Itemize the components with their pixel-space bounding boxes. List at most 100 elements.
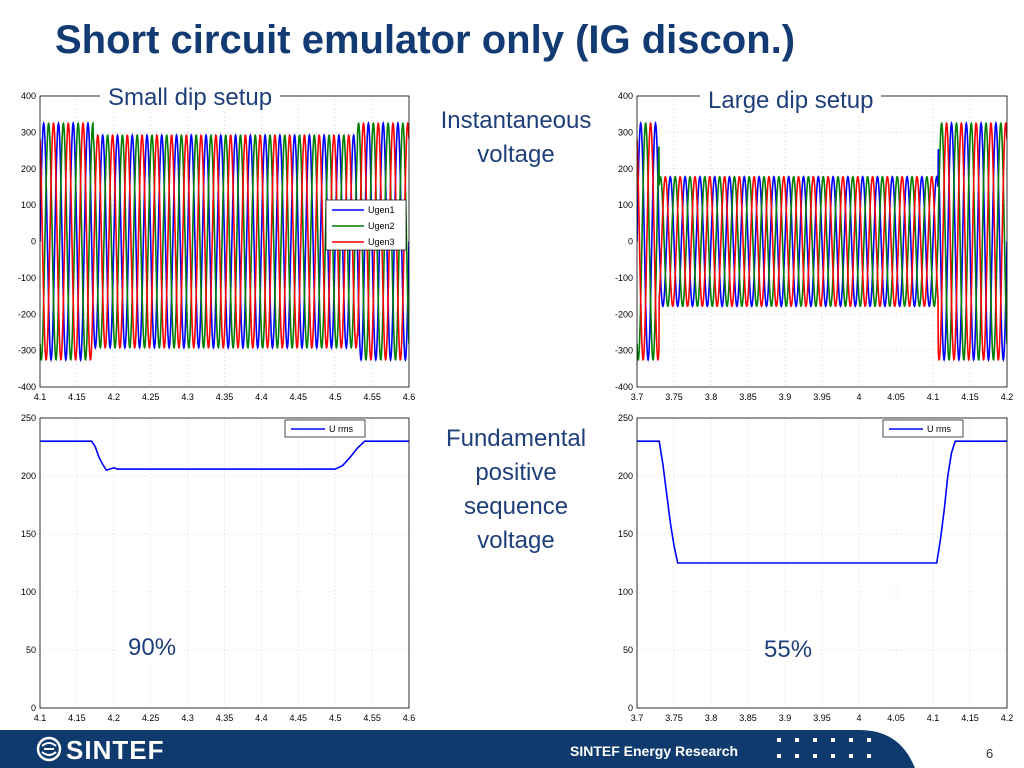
x-tick-label: 4.1 <box>34 713 47 723</box>
fundamental-voltage-label: Fundamental positive sequence voltage <box>418 422 614 558</box>
sintef-logo-icon <box>36 736 62 762</box>
y-tick-label: -100 <box>615 273 633 283</box>
x-tick-label: 4.05 <box>887 713 905 723</box>
slide-title: Short circuit emulator only (IG discon.) <box>55 18 796 62</box>
x-tick-label: 4.25 <box>142 713 160 723</box>
series-Ugen1 <box>637 120 1007 363</box>
y-tick-label: -400 <box>18 382 36 392</box>
y-tick-label: -200 <box>18 309 36 319</box>
legend-label: U rms <box>329 424 353 434</box>
chart-inst-small: 4.1 4.15 4.2 4.25 4.3 4.35 4.4 4.45 4.5 4.55 4.6 40… <box>18 91 415 402</box>
x-tick-label: 4.5 <box>329 713 342 723</box>
footer-dot <box>813 738 817 742</box>
x-tick-label: 3.9 <box>779 392 792 402</box>
y-tick-label: 300 <box>21 127 36 137</box>
chart-rms-large: 3.7 3.75 3.8 3.85 3.9 3.95 4 4.05 4.1 4.15 4.2 250 2… <box>618 413 1013 723</box>
y-tick-label: -200 <box>615 309 633 319</box>
x-tick-label: 4.45 <box>290 713 308 723</box>
legend-label: U rms <box>927 424 951 434</box>
y-tick-label: 200 <box>21 471 36 481</box>
axes-box <box>636 417 1008 709</box>
x-tick-label: 4.5 <box>329 392 342 402</box>
series-Ugen1 <box>40 120 409 363</box>
chart-inst-large: 3.7 3.75 3.8 3.85 3.9 3.95 4 4.05 4.1 4.15 4.2 400 3… <box>615 91 1013 402</box>
footer-dot <box>777 738 781 742</box>
y-tick-label: 100 <box>618 200 633 210</box>
series-group <box>637 440 1007 564</box>
y-tick-label: 300 <box>618 127 633 137</box>
footer-dot <box>867 738 871 742</box>
x-tick-label: 4.35 <box>216 392 234 402</box>
instantaneous-line1: Instantaneous <box>440 107 592 134</box>
x-tick-label: 4 <box>856 713 861 723</box>
y-tick-label: -400 <box>615 382 633 392</box>
footer-dot <box>867 754 871 758</box>
chart-rms-small: 4.1 4.15 4.2 4.25 4.3 4.35 4.4 4.45 4.5 4.55 4.6 25… <box>21 413 415 723</box>
axes-box <box>39 417 410 709</box>
footer-dot <box>795 754 799 758</box>
footer-org: SINTEF Energy Research <box>570 743 739 759</box>
footer-dot <box>849 754 853 758</box>
footer-dot <box>831 754 835 758</box>
y-tick-label: 150 <box>21 529 36 539</box>
y-tick-label: -300 <box>18 346 36 356</box>
x-tick-label: 4.35 <box>216 713 234 723</box>
legend-label: Ugen1 <box>368 205 395 215</box>
instantaneous-voltage-label: Instantaneous voltage <box>418 104 614 172</box>
y-tick-label: 200 <box>618 164 633 174</box>
x-tick-label: 4.55 <box>363 392 381 402</box>
y-tick-label: 100 <box>618 587 633 597</box>
sintef-logo-text: SINTEF <box>66 735 165 765</box>
x-tick-label: 4 <box>856 392 861 402</box>
footer-bar <box>0 730 1024 768</box>
footer-dot <box>813 754 817 758</box>
y-tick-label: 400 <box>618 91 633 101</box>
series-group <box>40 440 409 472</box>
footer-dot <box>795 738 799 742</box>
x-tick-label: 4.55 <box>363 713 381 723</box>
x-tick-label: 4.15 <box>961 392 979 402</box>
x-tick-label: 4.15 <box>68 392 86 402</box>
fund-line1: Fundamental <box>445 425 587 452</box>
y-tick-label: 50 <box>623 645 633 655</box>
x-tick-label: 3.95 <box>813 713 831 723</box>
x-tick-label: 4.3 <box>181 392 194 402</box>
y-tick-label: 150 <box>618 529 633 539</box>
y-tick-label: 50 <box>26 645 36 655</box>
series-U-rms <box>40 440 409 472</box>
x-tick-label: 3.75 <box>665 713 683 723</box>
x-tick-label: 4.05 <box>887 392 905 402</box>
x-tick-label: 4.15 <box>961 713 979 723</box>
x-tick-label: 3.85 <box>739 392 757 402</box>
x-tick-label: 3.7 <box>631 392 644 402</box>
series-group <box>637 120 1007 363</box>
fund-line4: voltage <box>477 527 555 554</box>
y-tick-label: 200 <box>21 164 36 174</box>
x-tick-label: 4.4 <box>255 392 268 402</box>
fund-line2: positive <box>475 459 557 486</box>
y-tick-label: 400 <box>21 91 36 101</box>
pct-large-label: 55% <box>756 636 821 664</box>
x-tick-label: 3.75 <box>665 392 683 402</box>
y-tick-label: -100 <box>18 273 36 283</box>
footer-dot <box>777 754 781 758</box>
x-tick-label: 3.8 <box>705 713 718 723</box>
x-tick-label: 4.1 <box>927 392 940 402</box>
x-tick-label: 3.85 <box>739 713 757 723</box>
x-tick-label: 4.2 <box>1001 713 1014 723</box>
x-tick-label: 4.1 <box>927 713 940 723</box>
x-tick-label: 3.8 <box>705 392 718 402</box>
legend-label: Ugen2 <box>368 221 395 231</box>
x-tick-label: 4.45 <box>290 392 308 402</box>
x-tick-label: 3.7 <box>631 713 644 723</box>
y-tick-label: -300 <box>615 346 633 356</box>
y-tick-label: 100 <box>21 200 36 210</box>
x-tick-label: 4.4 <box>255 713 268 723</box>
footer-dots-decoration <box>777 738 871 758</box>
page-number: 6 <box>986 746 994 761</box>
pct-small-label: 90% <box>120 634 185 662</box>
charts-canvas: 4.1 4.15 4.2 4.25 4.3 4.35 4.4 4.45 4.5 4.55 4.640… <box>18 91 1013 723</box>
fund-line3: sequence <box>463 493 569 520</box>
x-tick-label: 4.15 <box>68 713 86 723</box>
series-Ugen3 <box>637 121 1007 362</box>
